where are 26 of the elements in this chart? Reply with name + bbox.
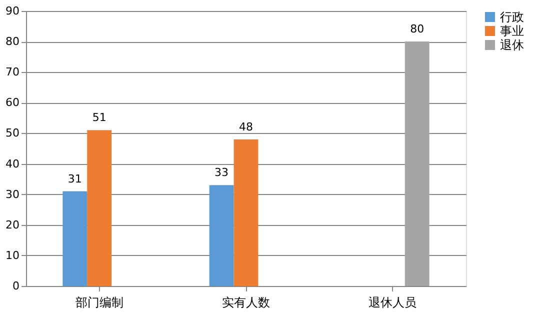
x-tick-label: 部门编制	[75, 296, 124, 310]
bar	[404, 42, 430, 286]
bar	[87, 130, 112, 286]
y-tick-label: 60	[6, 96, 20, 110]
data-label: 48	[239, 120, 253, 134]
y-tick-label: 90	[6, 4, 20, 18]
y-tick-label: 0	[12, 280, 20, 292]
x-tick-label: 退休人员	[368, 296, 417, 310]
y-tick-label: 70	[6, 66, 20, 79]
bar	[209, 185, 234, 286]
y-tick-label: 10	[6, 248, 20, 262]
y-tick-label: 30	[6, 188, 20, 201]
data-label: 80	[410, 22, 424, 36]
legend-label: 行政	[500, 10, 524, 24]
legend-label: 退休	[500, 38, 524, 52]
bar	[62, 191, 88, 286]
data-label: 31	[68, 172, 82, 186]
data-label: 51	[92, 111, 106, 124]
y-tick-label: 50	[6, 126, 20, 140]
bar	[234, 139, 258, 286]
x-tick-label: 实有人数	[222, 296, 270, 310]
y-tick-label: 80	[6, 35, 20, 48]
y-tick-label: 40	[6, 157, 20, 170]
legend-label: 事业	[500, 24, 524, 38]
y-tick-label: 20	[6, 218, 20, 232]
data-label: 33	[214, 166, 229, 180]
